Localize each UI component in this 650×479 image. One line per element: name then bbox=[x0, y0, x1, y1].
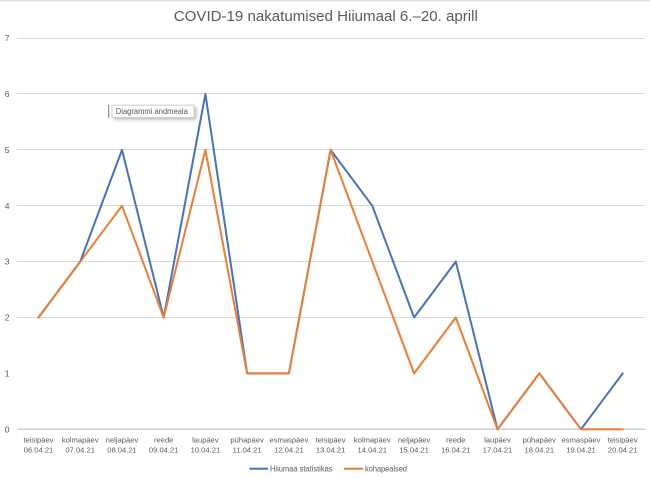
svg-text:COVID-19 nakatumised Hiiumaal: COVID-19 nakatumised Hiiumaal 6.–20. apr… bbox=[174, 9, 478, 25]
svg-text:1: 1 bbox=[5, 368, 10, 378]
svg-text:Hiiumaa statistikas: Hiiumaa statistikas bbox=[270, 465, 333, 474]
svg-text:2: 2 bbox=[5, 313, 10, 323]
svg-text:Diagrammi andmeala: Diagrammi andmeala bbox=[116, 107, 189, 116]
svg-text:0: 0 bbox=[5, 424, 10, 434]
svg-text:5: 5 bbox=[5, 145, 10, 155]
svg-text:4: 4 bbox=[5, 201, 10, 211]
svg-text:7: 7 bbox=[5, 33, 10, 43]
svg-text:6: 6 bbox=[5, 89, 10, 99]
svg-text:kohapealsed: kohapealsed bbox=[365, 465, 407, 474]
svg-text:3: 3 bbox=[5, 257, 10, 267]
